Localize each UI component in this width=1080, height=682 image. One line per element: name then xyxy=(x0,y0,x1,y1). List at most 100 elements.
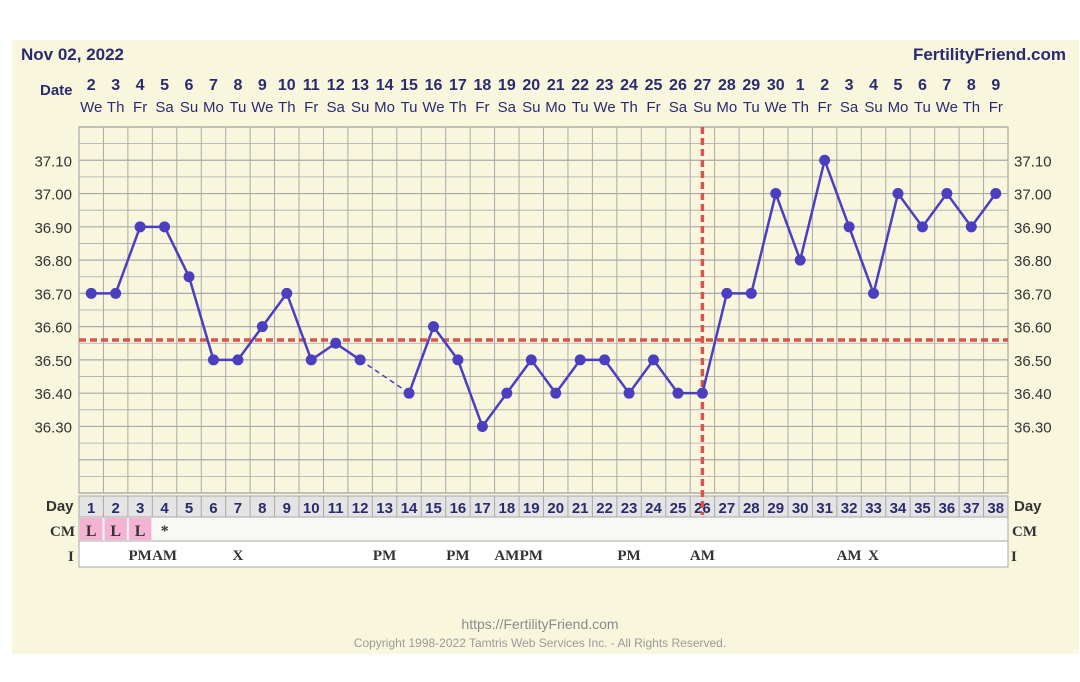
date-label: 20 xyxy=(522,77,540,94)
plot-border xyxy=(78,126,1009,494)
temp-point xyxy=(330,337,342,349)
day-label: 13 xyxy=(376,500,393,517)
day-label: 5 xyxy=(185,500,193,517)
weekday-label: We xyxy=(936,99,958,116)
weekday-label: Su xyxy=(864,99,882,116)
day-label: 20 xyxy=(547,500,564,517)
date-label: 15 xyxy=(400,77,418,94)
date-label: 30 xyxy=(767,77,785,94)
weekday-label: We xyxy=(251,99,273,116)
date-label: 7 xyxy=(209,77,218,94)
day-label: 29 xyxy=(767,500,784,517)
y-tick-right: 36.90 xyxy=(1014,220,1052,237)
temp-line-segment xyxy=(407,326,435,394)
intercourse-entry: X xyxy=(868,548,879,564)
temp-point xyxy=(354,354,366,366)
date-label: 17 xyxy=(449,77,467,94)
date-label: 9 xyxy=(991,77,1000,94)
date-label: 25 xyxy=(645,77,663,94)
temp-point xyxy=(403,387,415,399)
cm-entry: L xyxy=(86,523,97,540)
day-label: 27 xyxy=(719,500,736,517)
weekday-label: Mo xyxy=(716,99,737,116)
day-label: 33 xyxy=(865,500,882,517)
temp-line-segment xyxy=(163,226,191,278)
temp-line-segment xyxy=(432,325,459,361)
temp-point xyxy=(476,420,488,432)
day-label: 18 xyxy=(498,500,515,517)
y-tick-right: 36.30 xyxy=(1014,419,1052,436)
day-label: 31 xyxy=(816,500,833,517)
intercourse-entry: X xyxy=(232,548,243,564)
day-label: 11 xyxy=(328,500,344,517)
weekday-label: Fr xyxy=(133,99,147,116)
temp-line-segment xyxy=(114,226,142,294)
day-label: 24 xyxy=(645,500,662,517)
temp-point xyxy=(623,387,635,399)
date-label: 22 xyxy=(571,77,589,94)
temp-line-segment xyxy=(847,226,875,294)
date-label: 24 xyxy=(620,77,638,94)
weekday-label: Fr xyxy=(989,99,1003,116)
weekday-label: Mo xyxy=(545,99,566,116)
temp-point xyxy=(770,188,782,200)
temp-point xyxy=(990,188,1002,200)
date-label: 5 xyxy=(894,77,903,94)
date-label: 16 xyxy=(425,77,443,94)
weekday-label: Mo xyxy=(374,99,395,116)
temp-point xyxy=(648,354,660,366)
temp-line-segment xyxy=(456,359,484,427)
day-label: 15 xyxy=(425,500,442,517)
y-tick-right: 36.70 xyxy=(1014,286,1052,303)
day-label: 9 xyxy=(283,500,291,517)
intercourse-entry: AM xyxy=(152,548,177,564)
y-tick-left: 36.90 xyxy=(34,220,72,237)
temp-point xyxy=(745,287,757,299)
temp-line-segment xyxy=(652,359,679,394)
temp-point xyxy=(819,154,831,166)
temp-point xyxy=(110,287,122,299)
date-label: 10 xyxy=(278,77,296,94)
weekday-label: Su xyxy=(522,99,540,116)
cm-entry: L xyxy=(135,523,146,540)
temp-line-segment xyxy=(481,392,508,428)
day-label: 19 xyxy=(523,500,540,517)
temp-line-segment xyxy=(530,359,557,394)
cm-row-label-right: CM xyxy=(1012,524,1037,540)
temp-line-segment xyxy=(628,359,655,394)
date-label: 18 xyxy=(473,77,491,94)
date-label: 26 xyxy=(669,77,687,94)
date-label: 9 xyxy=(258,77,267,94)
day-label: 26 xyxy=(694,500,711,517)
weekday-label: Tu xyxy=(572,99,589,116)
temp-point xyxy=(501,387,513,399)
temp-line-segment xyxy=(236,325,264,361)
temp-point xyxy=(305,354,317,366)
temp-line-segment xyxy=(750,193,777,294)
y-tick-left: 36.30 xyxy=(34,419,72,436)
weekday-label: Su xyxy=(180,99,198,116)
weekday-label: Th xyxy=(449,99,467,116)
cm-entry: L xyxy=(110,523,121,540)
temp-point xyxy=(916,221,928,233)
date-label: 6 xyxy=(918,77,927,94)
intercourse-entry: PM xyxy=(617,548,640,564)
day-row-label: Day xyxy=(46,498,74,515)
day-label: 36 xyxy=(939,500,956,517)
weekday-label: Mo xyxy=(203,99,224,116)
cm-highlight xyxy=(104,518,127,540)
weekday-label: We xyxy=(594,99,616,116)
temp-line-segment xyxy=(187,276,215,361)
weekday-label: Sa xyxy=(155,99,174,116)
day-label: 22 xyxy=(596,500,613,517)
temp-point xyxy=(256,321,268,333)
temp-line-segment xyxy=(603,359,631,394)
footer-url[interactable]: https://FertilityFriend.com xyxy=(461,616,619,632)
temp-point xyxy=(892,188,904,200)
weekday-label: Th xyxy=(963,99,981,116)
weekday-label: Th xyxy=(620,99,638,116)
weekday-label: Fr xyxy=(475,99,489,116)
weekday-label: Mo xyxy=(888,99,909,116)
temp-point xyxy=(232,354,244,366)
